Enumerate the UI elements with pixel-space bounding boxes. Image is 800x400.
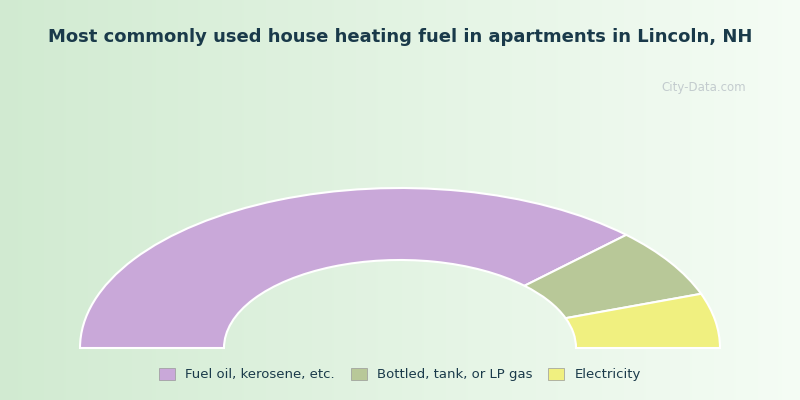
Wedge shape bbox=[525, 235, 701, 318]
Text: Most commonly used house heating fuel in apartments in Lincoln, NH: Most commonly used house heating fuel in… bbox=[48, 28, 752, 46]
Text: City-Data.com: City-Data.com bbox=[662, 82, 746, 94]
Legend: Fuel oil, kerosene, etc., Bottled, tank, or LP gas, Electricity: Fuel oil, kerosene, etc., Bottled, tank,… bbox=[155, 364, 645, 386]
Wedge shape bbox=[80, 188, 626, 348]
Wedge shape bbox=[566, 294, 720, 348]
